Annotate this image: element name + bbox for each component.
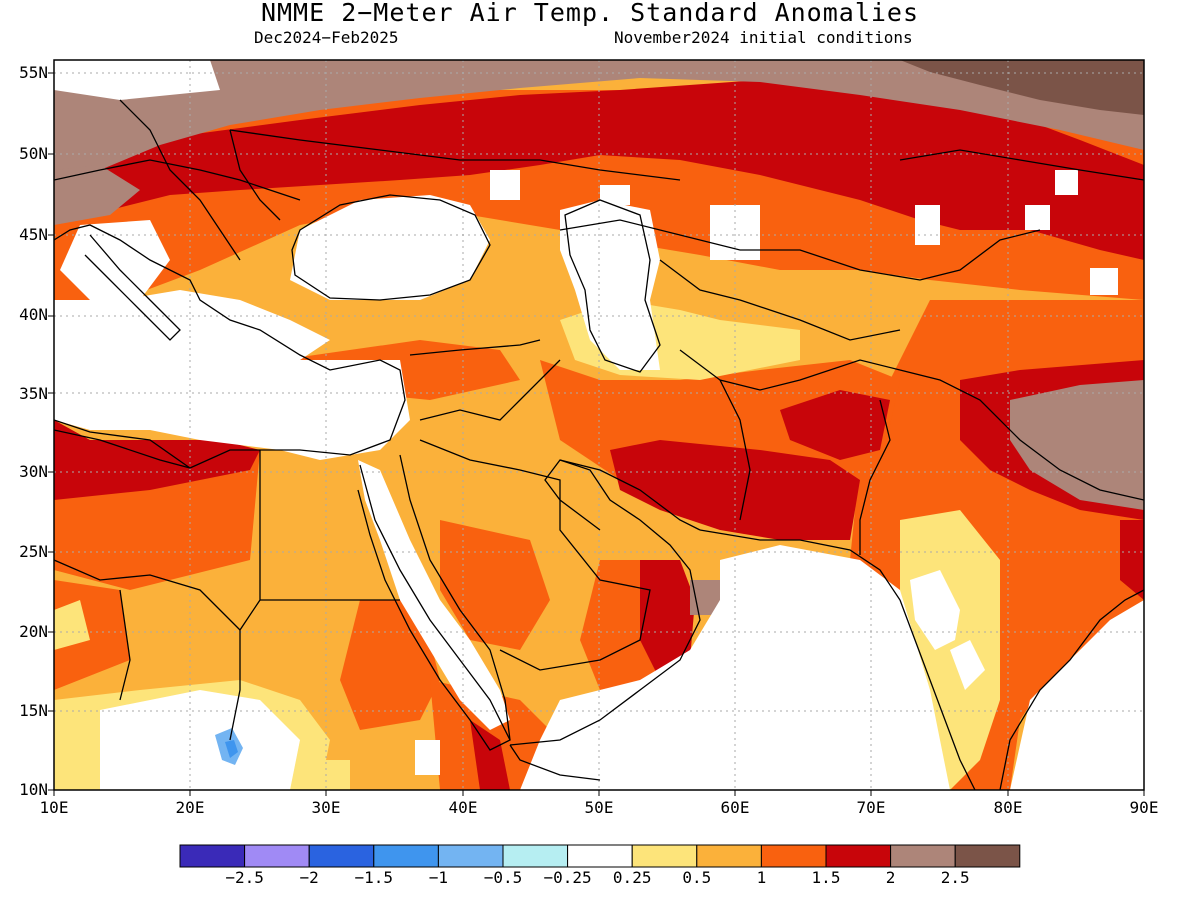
border-europe-1 <box>54 159 301 201</box>
border-europe-2 <box>119 99 241 261</box>
colorbar-label-1: −2 <box>299 868 319 887</box>
coastline-iran-pakistan <box>699 529 901 601</box>
border-india-china <box>899 369 1144 501</box>
gridlines <box>54 60 1144 790</box>
colorbar-swatch-4 <box>437 844 504 868</box>
coastline-red-sea-east <box>399 454 511 741</box>
lat-label-15n: 15N <box>19 701 48 720</box>
lat-label-20n: 20N <box>19 622 48 641</box>
border-africa-2 <box>54 559 241 631</box>
lat-label-45n: 45N <box>19 225 48 244</box>
border-saudi <box>419 439 651 671</box>
lon-label-20e: 20E <box>175 798 205 817</box>
colorbar-swatch-8 <box>696 844 762 868</box>
lat-label-25n: 25N <box>19 542 48 561</box>
border-iran-east <box>679 349 751 521</box>
border-afghanistan <box>719 359 901 391</box>
anomaly-neg-core <box>225 740 238 758</box>
colorbar-swatch-1 <box>244 844 310 868</box>
lat-label-40n: 40N <box>19 305 48 324</box>
lat-label-30n: 30N <box>19 462 48 481</box>
colorbar-swatch-9 <box>760 844 827 868</box>
colorbar-swatch-6 <box>567 844 633 868</box>
coastline-india <box>899 599 976 790</box>
colorbar-swatch-12 <box>954 844 1021 868</box>
lat-label-50n: 50N <box>19 144 48 163</box>
map-title: NMME 2−Meter Air Temp. Standard Anomalie… <box>260 0 920 27</box>
lat-label-35n: 35N <box>19 384 48 403</box>
coastline-mediterranean <box>54 224 406 469</box>
colorbar-swatch-3 <box>373 844 439 868</box>
coastline-persian-gulf <box>559 459 701 531</box>
coastlines-borders <box>54 99 1144 790</box>
border-pakistan-india <box>859 399 891 555</box>
lon-label-60e: 60E <box>720 798 750 817</box>
colorbar-label-6: 0.25 <box>612 868 652 887</box>
coastline-red-sea <box>357 464 511 751</box>
border-kazakhstan <box>559 219 1041 281</box>
colorbar-label-11: 2.5 <box>940 868 970 887</box>
colorbar-swatch-7 <box>631 844 698 868</box>
lon-label-90e: 90E <box>1129 798 1159 817</box>
coastline-horn-africa <box>509 744 601 781</box>
lat-label-55n: 55N <box>19 63 48 82</box>
border-europe-3 <box>229 129 281 221</box>
border-syria-turkey <box>409 339 541 356</box>
border-central-asia <box>659 259 901 341</box>
colorbar-label-8: 1 <box>756 868 767 887</box>
colorbar-label-2: −1.5 <box>354 868 394 887</box>
colorbar-swatch-2 <box>308 844 375 868</box>
colorbar-swatch-11 <box>890 844 956 868</box>
axis-ticks <box>48 72 1145 796</box>
coastline-libya <box>54 429 191 469</box>
anomaly-2p5-zones <box>54 60 1144 615</box>
lat-label-10n: 10N <box>19 780 48 799</box>
colorbar-label-5: −0.25 <box>543 868 592 887</box>
colorbar-swatch-5 <box>502 844 569 868</box>
lon-label-80e: 80E <box>993 798 1023 817</box>
colorbar-label-3: −1 <box>428 868 449 887</box>
colorbar-label-0: −2.5 <box>225 868 264 887</box>
border-africa-4 <box>119 589 131 701</box>
colorbar-label-9: 1.5 <box>811 868 841 887</box>
anomaly-3p0-zone <box>900 60 1144 115</box>
colorbar-label-10: 2 <box>885 868 896 887</box>
coastline-black-sea <box>291 194 491 301</box>
forecast-period: Dec2024−Feb2025 <box>254 28 399 47</box>
colorbar <box>179 844 1021 868</box>
border-iraq <box>419 359 561 421</box>
colorbar-label-4: −0.5 <box>483 868 523 887</box>
colorbar-label-7: 0.5 <box>682 868 712 887</box>
colorbar-swatch-0 <box>179 844 246 868</box>
lon-label-30e: 30E <box>311 798 341 817</box>
border-russia <box>229 129 681 181</box>
coastline-india-east <box>999 589 1144 790</box>
colorbar-swatch-10 <box>825 844 892 868</box>
border-mongolia <box>899 149 1144 181</box>
initial-conditions: November2024 initial conditions <box>614 28 913 47</box>
coastline-caspian <box>564 199 661 373</box>
coastline-italy <box>84 234 181 341</box>
lon-label-50e: 50E <box>584 798 614 817</box>
lon-label-40e: 40E <box>448 798 478 817</box>
lon-label-70e: 70E <box>856 798 886 817</box>
lon-label-10e: 10E <box>39 798 69 817</box>
coastline-arabia <box>509 459 701 746</box>
